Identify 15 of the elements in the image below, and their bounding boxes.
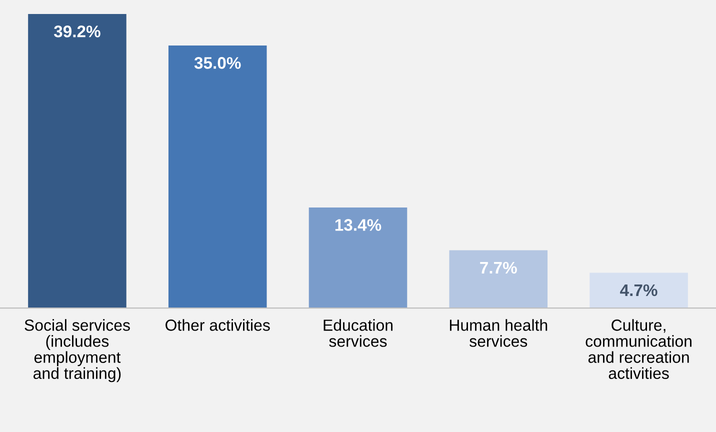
data-label: 4.7% — [620, 284, 658, 296]
bar — [168, 46, 267, 308]
data-label: 13.4% — [335, 219, 382, 231]
bar — [308, 208, 408, 308]
bar — [590, 272, 688, 308]
x-tick-label: Human health services — [450, 319, 548, 347]
bar — [449, 250, 548, 308]
data-label: 7.7% — [480, 262, 517, 274]
data-label: 39.2% — [54, 26, 100, 38]
bar — [28, 14, 126, 308]
x-tick-label: Education services — [324, 319, 392, 347]
x-tick-label: Social services (includes employment and training) — [24, 319, 130, 382]
data-label: 35.0% — [194, 57, 241, 69]
x-tick-label: Culture, communication and recreation activities — [586, 319, 692, 379]
x-tick-label: Other activities — [166, 319, 270, 331]
